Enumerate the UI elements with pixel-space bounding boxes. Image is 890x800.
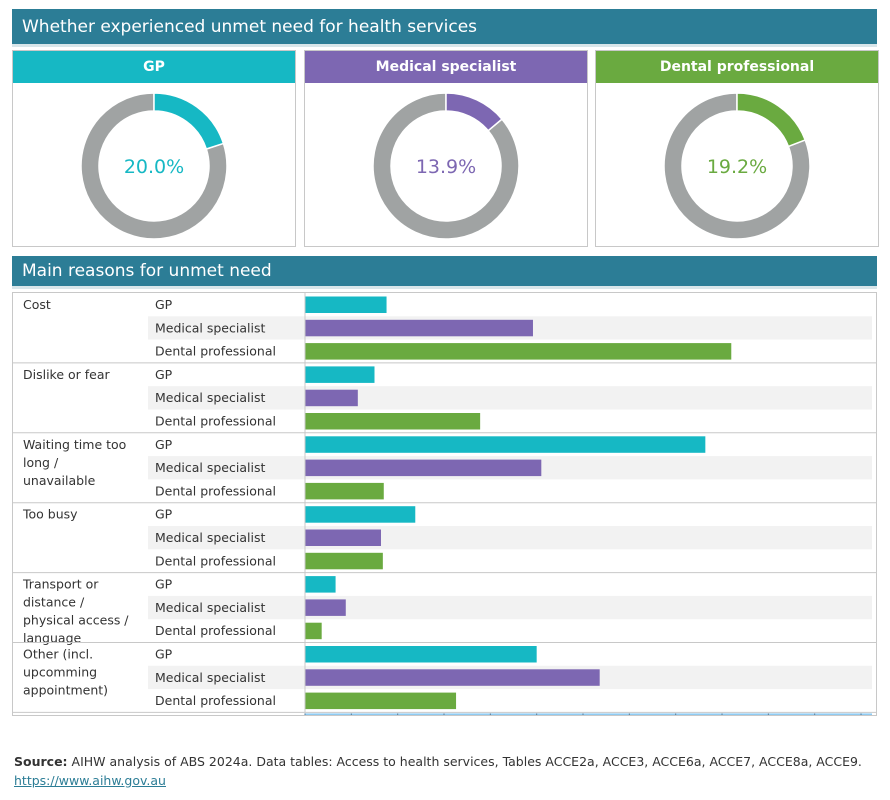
bar-other-incl-upcomming-appointment-medical-specialist[interactable] [305, 669, 600, 686]
bar-transport-or-distance-physical-access-language-medical-specialist[interactable] [305, 599, 346, 616]
bar-other-incl-upcomming-appointment-gp[interactable] [305, 646, 537, 663]
bar-cost-gp[interactable] [305, 296, 387, 314]
donut-slice-remainder [80, 92, 228, 240]
donut-slice-remainder [372, 92, 520, 240]
bar-dislike-or-fear-medical-specialist[interactable] [305, 389, 358, 407]
bar-waiting-time-too-long-unavailable-gp[interactable] [305, 436, 706, 453]
source-text: AIHW analysis of ABS 2024a. Data tables:… [71, 754, 862, 769]
section-header-reasons: Main reasons for unmet need [12, 256, 877, 289]
series-label-medical-specialist: Medical specialist [155, 320, 265, 335]
donut-slice-dental-professional [736, 92, 807, 148]
bar-too-busy-dental-professional[interactable] [305, 552, 383, 570]
series-label-gp: GP [155, 507, 173, 522]
section-title: Main reasons for unmet need [22, 261, 272, 281]
bar-other-incl-upcomming-appointment-dental-professional[interactable] [305, 692, 457, 710]
series-label-medical-specialist: Medical specialist [155, 530, 265, 545]
section-title: Whether experienced unmet need for healt… [22, 16, 478, 37]
reasons-bar-chart: Cost GP Medical specialist Dental professio… [12, 292, 877, 716]
donut-slice-remainder [663, 92, 811, 240]
bar-dislike-or-fear-dental-professional[interactable] [305, 413, 481, 430]
series-label-dental-professional: Dental professional [155, 483, 276, 498]
category-label-too-busy: Too busy [22, 507, 78, 522]
donut-slice-gp [153, 92, 225, 150]
series-label-dental-professional: Dental professional [155, 414, 276, 429]
donut-card-title: GP [13, 51, 295, 83]
series-label-gp: GP [155, 437, 173, 452]
bar-waiting-time-too-long-unavailable-medical-specialist[interactable] [305, 459, 542, 477]
series-label-medical-specialist: Medical specialist [155, 670, 265, 685]
category-label-transport-or-distance-physical-access-language: Transport or distance / physical access / l… [22, 577, 129, 646]
bar-too-busy-medical-specialist[interactable] [305, 529, 381, 547]
donut-card-gp: GP 20.0% [12, 50, 296, 247]
donut-chart-specialist: 13.9% [372, 92, 520, 240]
series-label-gp: GP [155, 647, 173, 662]
bar-cost-dental-professional[interactable] [305, 343, 732, 360]
bar-too-busy-gp[interactable] [305, 506, 416, 523]
section-header-unmet-need: Whether experienced unmet need for healt… [12, 9, 877, 47]
donut-card-specialist: Medical specialist 13.9% [304, 50, 588, 247]
category-label-cost: Cost [23, 297, 51, 312]
series-label-gp: GP [155, 297, 173, 312]
series-label-medical-specialist: Medical specialist [155, 460, 265, 475]
donut-chart-dental: 19.2% [663, 92, 811, 240]
series-label-dental-professional: Dental professional [155, 693, 276, 708]
category-label-waiting-time-too-long-unavailable: Waiting time too long / unavailable [23, 437, 126, 488]
donut-card-title: Dental professional [596, 51, 878, 83]
bar-cost-medical-specialist[interactable] [305, 319, 533, 337]
source-label: Source: [14, 754, 68, 769]
bar-transport-or-distance-physical-access-language-dental-professional[interactable] [305, 622, 322, 640]
footer: Source: AIHW analysis of ABS 2024a. Data… [14, 752, 862, 790]
series-label-gp: GP [155, 577, 173, 592]
reasons-bar-chart-svg: Cost GP Medical specialist Dental professio… [13, 293, 876, 715]
series-label-dental-professional: Dental professional [155, 344, 276, 359]
series-label-dental-professional: Dental professional [155, 623, 276, 638]
category-label-dislike-or-fear: Dislike or fear [23, 367, 111, 382]
source-link[interactable]: https://www.aihw.gov.au [14, 773, 166, 788]
donut-slice-medical-specialist [445, 92, 504, 132]
donut-percentage-label: 20.0% [124, 156, 184, 178]
bar-transport-or-distance-physical-access-language-gp[interactable] [305, 576, 336, 593]
bar-waiting-time-too-long-unavailable-dental-professional[interactable] [305, 482, 384, 500]
donut-percentage-label: 19.2% [707, 156, 767, 178]
series-label-medical-specialist: Medical specialist [155, 600, 265, 615]
series-label-dental-professional: Dental professional [155, 553, 276, 568]
donut-percentage-label: 13.9% [416, 156, 476, 178]
donut-chart-gp: 20.0% [80, 92, 228, 240]
donut-card-dental: Dental professional 19.2% [595, 50, 879, 247]
series-label-gp: GP [155, 367, 173, 382]
series-label-medical-specialist: Medical specialist [155, 390, 265, 405]
category-label-other-incl-upcomming-appointment: Other (incl. upcomming appointment) [23, 647, 108, 698]
donut-card-title: Medical specialist [305, 51, 587, 83]
x-axis-band [305, 713, 872, 715]
bar-dislike-or-fear-gp[interactable] [305, 366, 375, 383]
